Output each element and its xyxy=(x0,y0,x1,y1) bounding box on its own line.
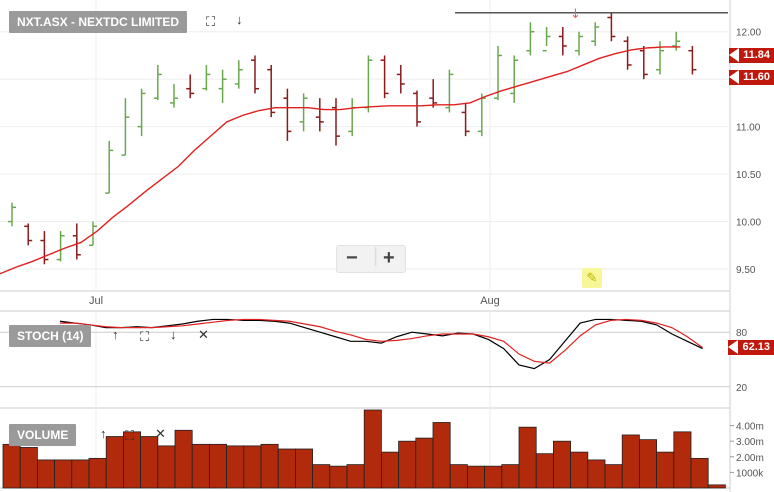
volume-bar xyxy=(157,445,176,489)
volume-bar xyxy=(208,443,227,489)
y-tick-label: 11.00 xyxy=(736,123,761,134)
stochastic-panel xyxy=(59,318,703,370)
volume-bar xyxy=(621,434,640,489)
volume-bar xyxy=(260,443,279,489)
expand-icon[interactable]: ⛶ xyxy=(206,14,216,29)
last-price-tag: 11.60 xyxy=(729,70,774,85)
expand-icon[interactable]: ⛶ xyxy=(140,329,150,344)
ma-price-tag: 11.84 xyxy=(729,48,774,63)
volume-tick-label: 2.00m xyxy=(736,453,764,464)
volume-bar xyxy=(71,459,90,489)
stoch-tick-label: 80 xyxy=(736,328,748,339)
volume-bar xyxy=(570,451,589,489)
price-panel-title: NXT.ASX - NEXTDC LIMITED xyxy=(9,11,188,33)
stoch-panel-title: STOCH (14) xyxy=(9,325,92,347)
volume-bar xyxy=(346,464,365,489)
pencil-icon[interactable]: ✎ xyxy=(582,268,602,288)
volume-bar xyxy=(449,464,468,489)
volume-bar xyxy=(673,431,692,489)
volume-bar xyxy=(88,457,107,489)
volume-bar xyxy=(243,445,262,489)
expand-icon[interactable]: ⛶ xyxy=(125,428,135,443)
volume-bar xyxy=(54,459,73,489)
stoch-k-line xyxy=(59,318,703,370)
moving-average-line xyxy=(0,46,681,275)
volume-bar xyxy=(398,440,417,489)
volume-bar xyxy=(2,443,21,489)
volume-bar xyxy=(37,459,56,489)
volume-bar xyxy=(639,439,658,489)
volume-panel xyxy=(2,409,726,489)
volume-bar xyxy=(501,464,520,489)
close-icon[interactable]: ✕ xyxy=(198,327,209,342)
axes: 9.5010.0010.5011.0011.5012.00JulAug20804… xyxy=(89,28,764,480)
volume-bar xyxy=(604,464,623,489)
x-tick-label: Aug xyxy=(480,295,500,307)
volume-bar xyxy=(226,445,245,489)
y-tick-label: 10.00 xyxy=(736,218,761,229)
volume-panel-title: VOLUME xyxy=(9,424,77,446)
volume-bar xyxy=(380,451,399,489)
volume-bar xyxy=(484,465,503,489)
zoom-controls: − | + xyxy=(336,245,406,273)
volume-bar xyxy=(656,451,675,489)
volume-bar xyxy=(174,429,193,489)
volume-tick-label: 4.00m xyxy=(736,422,764,433)
volume-bar xyxy=(191,443,210,489)
volume-bar xyxy=(19,447,38,489)
y-tick-label: 12.00 xyxy=(736,28,761,39)
volume-bar xyxy=(363,409,382,489)
volume-bar xyxy=(466,465,485,489)
volume-bar xyxy=(105,436,124,489)
zoom-divider: | xyxy=(373,245,379,267)
sell-signal-arrow: ↓ xyxy=(570,7,581,22)
x-tick-label: Jul xyxy=(89,295,103,307)
stoch-tick-label: 20 xyxy=(736,383,748,394)
volume-bar xyxy=(707,484,726,489)
price-panel: ↓ xyxy=(0,7,728,275)
volume-tick-label: 3.00m xyxy=(736,437,764,448)
volume-bar xyxy=(312,464,331,489)
download-arrow-icon[interactable]: ↓ xyxy=(236,12,243,27)
volume-bar xyxy=(553,440,572,489)
volume-bar xyxy=(277,448,296,489)
stoch-d-line xyxy=(60,318,703,364)
zoom-in-icon[interactable]: + xyxy=(383,247,395,269)
volume-tick-label: 1000k xyxy=(736,468,764,479)
volume-bar xyxy=(587,459,606,489)
zoom-out-icon[interactable]: − xyxy=(346,247,358,269)
stoch-value-tag: 62.13 xyxy=(728,340,774,355)
download-arrow-icon[interactable]: ↓ xyxy=(170,327,177,342)
close-icon[interactable]: ✕ xyxy=(155,426,166,441)
y-tick-label: 10.50 xyxy=(736,170,761,181)
add-arrow-icon[interactable]: ↑ xyxy=(100,426,107,441)
volume-bar xyxy=(432,422,451,489)
volume-bar xyxy=(535,453,554,489)
volume-bar xyxy=(518,426,537,489)
volume-bar xyxy=(329,465,348,489)
volume-bar xyxy=(690,457,709,489)
volume-bar xyxy=(140,436,159,489)
volume-bar xyxy=(415,437,434,489)
add-arrow-icon[interactable]: ↑ xyxy=(112,327,119,342)
y-tick-label: 9.50 xyxy=(736,265,756,276)
volume-bar xyxy=(294,448,313,489)
